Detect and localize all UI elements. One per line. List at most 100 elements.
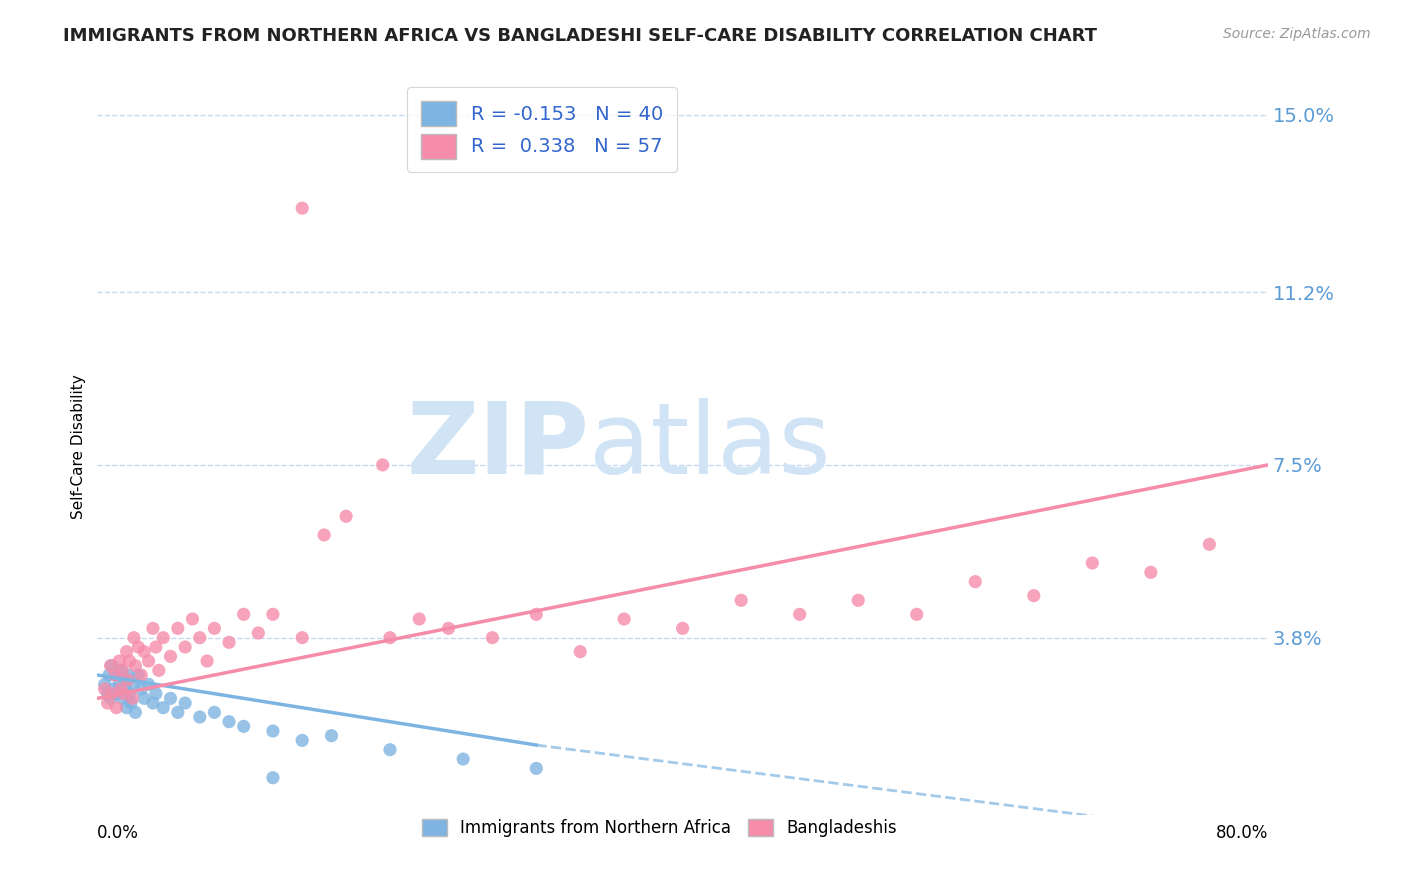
- Point: [108, 677, 131, 691]
- Point: [152, 700, 174, 714]
- Point: [730, 593, 752, 607]
- Point: [321, 729, 343, 743]
- Point: [117, 673, 139, 687]
- Point: [202, 706, 225, 720]
- Point: [138, 654, 160, 668]
- Point: [121, 691, 143, 706]
- Point: [110, 681, 132, 696]
- Point: [188, 631, 211, 645]
- Point: [104, 668, 127, 682]
- Point: [174, 696, 197, 710]
- Point: [145, 640, 167, 654]
- Point: [437, 621, 460, 635]
- Y-axis label: Self-Care Disability: Self-Care Disability: [72, 374, 86, 518]
- Point: [1022, 589, 1045, 603]
- Point: [110, 664, 132, 678]
- Point: [97, 696, 120, 710]
- Point: [174, 640, 197, 654]
- Point: [108, 654, 131, 668]
- Point: [97, 687, 120, 701]
- Point: [112, 687, 135, 701]
- Point: [118, 687, 141, 701]
- Point: [1140, 566, 1163, 580]
- Point: [115, 645, 138, 659]
- Point: [100, 658, 122, 673]
- Point: [93, 681, 115, 696]
- Point: [314, 528, 336, 542]
- Point: [101, 687, 124, 701]
- Text: 0.0%: 0.0%: [97, 824, 139, 842]
- Point: [98, 668, 121, 682]
- Point: [291, 631, 314, 645]
- Point: [134, 691, 156, 706]
- Point: [142, 621, 165, 635]
- Point: [965, 574, 987, 589]
- Point: [335, 509, 357, 524]
- Point: [569, 645, 592, 659]
- Point: [93, 677, 115, 691]
- Point: [103, 681, 125, 696]
- Text: Source: ZipAtlas.com: Source: ZipAtlas.com: [1223, 27, 1371, 41]
- Point: [202, 621, 225, 635]
- Point: [218, 635, 240, 649]
- Point: [127, 668, 149, 682]
- Point: [120, 696, 142, 710]
- Point: [127, 640, 149, 654]
- Point: [481, 631, 503, 645]
- Point: [148, 664, 170, 678]
- Point: [232, 607, 254, 622]
- Point: [188, 710, 211, 724]
- Point: [195, 654, 218, 668]
- Point: [378, 631, 401, 645]
- Text: IMMIGRANTS FROM NORTHERN AFRICA VS BANGLADESHI SELF-CARE DISABILITY CORRELATION : IMMIGRANTS FROM NORTHERN AFRICA VS BANGL…: [63, 27, 1097, 45]
- Point: [111, 691, 134, 706]
- Point: [524, 761, 547, 775]
- Point: [129, 668, 152, 682]
- Point: [122, 631, 145, 645]
- Point: [408, 612, 430, 626]
- Point: [291, 201, 314, 215]
- Point: [124, 706, 146, 720]
- Point: [905, 607, 928, 622]
- Point: [142, 696, 165, 710]
- Point: [101, 658, 124, 673]
- Text: 80.0%: 80.0%: [1216, 824, 1268, 842]
- Point: [138, 677, 160, 691]
- Point: [115, 700, 138, 714]
- Point: [124, 658, 146, 673]
- Point: [117, 668, 139, 682]
- Point: [247, 626, 270, 640]
- Point: [1198, 537, 1220, 551]
- Point: [672, 621, 695, 635]
- Point: [105, 687, 128, 701]
- Point: [232, 719, 254, 733]
- Point: [104, 668, 127, 682]
- Point: [159, 691, 181, 706]
- Point: [181, 612, 204, 626]
- Point: [118, 654, 141, 668]
- Point: [613, 612, 636, 626]
- Point: [105, 700, 128, 714]
- Point: [218, 714, 240, 729]
- Point: [262, 724, 284, 739]
- Point: [524, 607, 547, 622]
- Point: [114, 681, 136, 696]
- Point: [166, 706, 188, 720]
- Legend: Immigrants from Northern Africa, Bangladeshis: Immigrants from Northern Africa, Banglad…: [415, 812, 904, 844]
- Point: [262, 771, 284, 785]
- Point: [378, 742, 401, 756]
- Point: [1081, 556, 1104, 570]
- Point: [166, 621, 188, 635]
- Point: [159, 649, 181, 664]
- Point: [846, 593, 869, 607]
- Point: [152, 631, 174, 645]
- Text: ZIP: ZIP: [406, 398, 589, 495]
- Point: [134, 645, 156, 659]
- Point: [451, 752, 474, 766]
- Point: [122, 677, 145, 691]
- Point: [111, 664, 134, 678]
- Point: [291, 733, 314, 747]
- Point: [100, 691, 122, 706]
- Text: atlas: atlas: [589, 398, 831, 495]
- Point: [129, 681, 152, 696]
